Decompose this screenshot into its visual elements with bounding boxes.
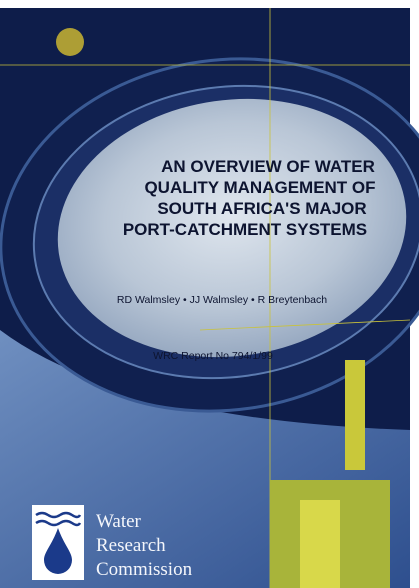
logo: Water Research Commission	[32, 505, 193, 580]
logo-text: Water	[96, 511, 142, 532]
report-number: WRC Report No 794/1/99	[153, 350, 273, 362]
accent-block	[300, 500, 340, 588]
title-line: AN OVERVIEW OF WATER	[161, 157, 375, 176]
logo-drop	[44, 528, 72, 574]
water-disc	[57, 98, 407, 358]
title-line: SOUTH AFRICA'S MAJOR	[157, 199, 366, 218]
logo-wave	[35, 511, 82, 519]
logo-text: Commission	[96, 559, 193, 580]
accent-block	[345, 360, 365, 470]
logo-wave	[35, 519, 82, 527]
emblem	[56, 28, 84, 56]
authors: RD Walmsley • JJ Walmsley • R Breytenbac…	[117, 294, 327, 306]
title-line: PORT-CATCHMENT SYSTEMS	[123, 220, 367, 239]
logo-text: Research	[96, 535, 166, 556]
rule	[199, 319, 411, 331]
title-line: QUALITY MANAGEMENT OF	[144, 178, 375, 197]
